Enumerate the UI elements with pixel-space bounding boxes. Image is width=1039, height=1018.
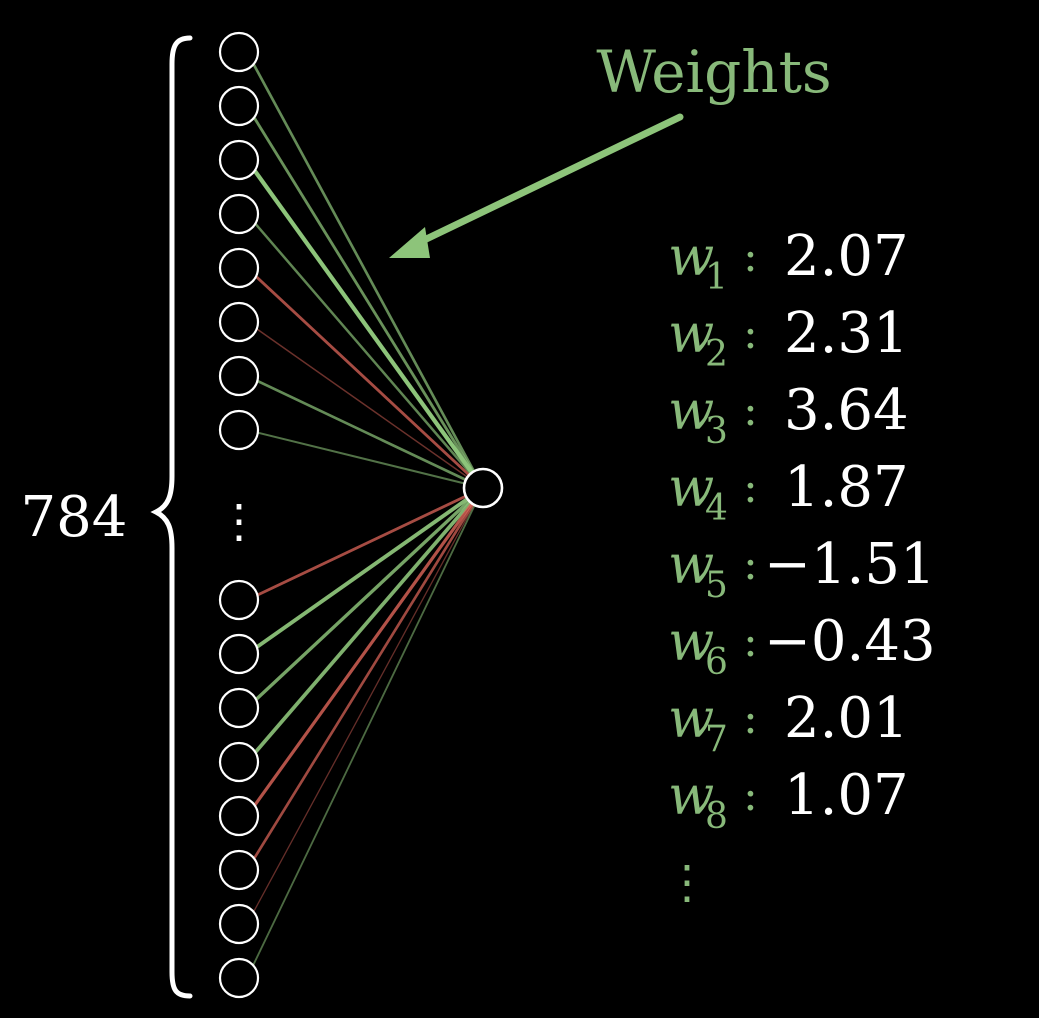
input-neuron <box>218 31 260 73</box>
weight-index: 2 <box>705 334 728 375</box>
weight-index: 5 <box>705 565 728 606</box>
weight-separator: : <box>743 462 758 513</box>
weight-value: 2.31 <box>784 301 909 366</box>
weight-separator: : <box>743 231 758 282</box>
connection-line-6 <box>246 321 484 489</box>
input-neuron <box>218 85 260 127</box>
weight-index: 1 <box>705 257 728 298</box>
input-ellipsis: ⋮ <box>216 494 262 548</box>
connection-line-lower-6 <box>245 487 485 871</box>
weight-row: w5: −1.51 <box>668 532 936 606</box>
connection-line-lower-3 <box>245 486 485 710</box>
weights-list-ellipsis: ⋮ <box>664 855 710 909</box>
input-neuron <box>218 193 260 235</box>
weight-row: w1:2.07 <box>668 224 909 298</box>
connection-line-lower-8 <box>246 487 484 979</box>
weight-row: w3:3.64 <box>668 378 909 452</box>
input-neuron <box>218 139 260 181</box>
input-neuron <box>218 301 260 343</box>
weight-value: 1.07 <box>784 763 909 828</box>
weight-value: 3.64 <box>784 378 909 443</box>
input-neuron <box>218 849 260 891</box>
weight-row: w6: −0.43 <box>668 609 936 683</box>
input-neuron <box>218 687 260 729</box>
weight-value: −1.51 <box>764 532 936 597</box>
weight-symbol: w <box>668 379 714 442</box>
connection-line-5 <box>246 266 484 490</box>
weight-symbol: w <box>668 687 714 750</box>
input-layer <box>218 31 260 999</box>
input-neuron <box>218 633 260 675</box>
weights-title: Weights <box>596 38 831 106</box>
connection-line-3 <box>245 158 485 490</box>
weight-symbol: w <box>668 610 714 673</box>
input-neuron <box>218 409 260 451</box>
connection-line-lower-2 <box>245 486 485 656</box>
weight-index: 4 <box>705 488 728 529</box>
weight-separator: : <box>743 539 758 590</box>
weight-value: −0.43 <box>764 609 936 674</box>
weight-index: 3 <box>705 411 728 452</box>
weight-symbol: w <box>668 456 714 519</box>
weights-arrow-shaft <box>414 113 684 247</box>
weight-symbol: w <box>668 764 714 827</box>
connection-line-lower-4 <box>245 486 485 764</box>
input-count-label: 784 <box>21 485 128 550</box>
connection-lines <box>245 51 485 979</box>
left-brace <box>150 35 193 999</box>
connection-line-lower-5 <box>245 487 485 817</box>
weight-value: 2.01 <box>784 686 909 751</box>
weight-row: w8:1.07 <box>668 763 909 837</box>
weight-separator: : <box>743 770 758 821</box>
weight-row: w7:2.01 <box>668 686 909 760</box>
weight-value: 2.07 <box>784 224 909 289</box>
weight-symbol: w <box>668 302 714 365</box>
weight-value: 1.87 <box>784 455 909 520</box>
input-neuron <box>218 355 260 397</box>
weight-row: w4:1.87 <box>668 455 909 529</box>
input-neuron <box>218 957 260 999</box>
input-neuron <box>218 741 260 783</box>
input-neuron <box>218 903 260 945</box>
connection-line-1 <box>245 51 485 489</box>
connection-line-7 <box>246 374 484 490</box>
weight-index: 6 <box>705 642 728 683</box>
weight-symbol: w <box>668 225 714 288</box>
weight-separator: : <box>743 693 758 744</box>
weight-separator: : <box>743 308 758 359</box>
output-neuron <box>462 467 504 509</box>
input-neuron <box>218 795 260 837</box>
weight-separator: : <box>743 616 758 667</box>
connection-line-2 <box>245 105 485 489</box>
weight-symbol: w <box>668 533 714 596</box>
connection-line-4 <box>246 213 484 489</box>
input-neuron <box>218 247 260 289</box>
connection-line-lower-7 <box>246 487 484 925</box>
weight-row: w2:2.31 <box>668 301 909 375</box>
weight-index: 8 <box>705 796 728 837</box>
weights-arrow-head <box>389 227 430 258</box>
weight-index: 7 <box>705 719 728 760</box>
connection-line-lower-1 <box>246 486 484 602</box>
connection-line-8 <box>246 429 484 489</box>
input-neuron <box>218 579 260 621</box>
weight-separator: : <box>743 385 758 436</box>
